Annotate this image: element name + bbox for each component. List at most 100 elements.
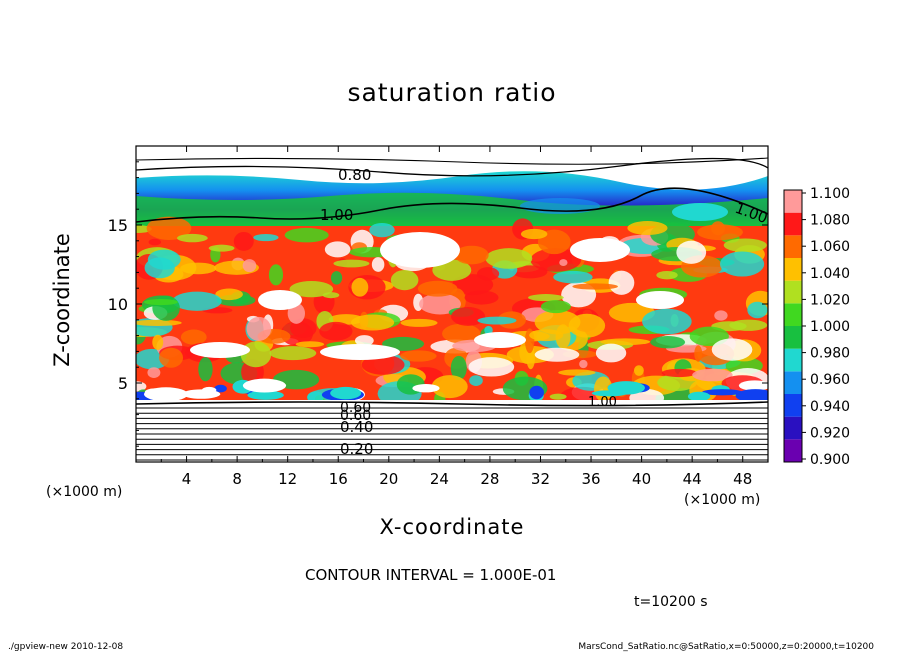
field-patch (307, 391, 325, 403)
colorbar-segment (784, 280, 802, 304)
colorbar-segment (784, 303, 802, 326)
field-patch (144, 388, 165, 397)
field-patch (371, 257, 385, 272)
field-patch (247, 390, 284, 400)
contour-label: 1.00 (320, 206, 353, 224)
field-patch (319, 321, 353, 341)
field-patch (180, 329, 207, 345)
x-tick-label: 32 (531, 470, 550, 488)
footer-left: ./gpview-new 2010-12-08 (8, 642, 124, 652)
colorbar-label: 1.020 (810, 292, 850, 308)
field-patch (361, 354, 405, 375)
colorbar-label: 1.080 (810, 213, 850, 229)
field-patch (268, 264, 284, 286)
x-axis: 4 8 12 16 20 24 28 32 36 40 44 48 (160, 146, 752, 488)
chart-title: saturation ratio (347, 78, 557, 107)
colorbar-segment (784, 416, 802, 440)
field-patch (485, 248, 533, 269)
field-patch (702, 389, 743, 396)
field-patch (284, 227, 329, 243)
field-patch (650, 335, 686, 349)
field-patch (464, 290, 499, 305)
contour-lines (135, 157, 769, 407)
field-patch (723, 238, 767, 253)
field-patch (607, 381, 645, 395)
field-patch (530, 248, 582, 272)
field-patch (735, 389, 768, 403)
field-patch (190, 342, 250, 358)
field-patch (269, 346, 317, 361)
colorbar-label: 0.940 (810, 399, 850, 415)
colorbar-segment (784, 394, 802, 417)
field-patch (215, 288, 243, 301)
field-patch (431, 375, 468, 399)
field-patch (253, 233, 279, 242)
field-patch (351, 277, 369, 297)
contour-label: 0.60 (340, 400, 371, 416)
field-patch (454, 245, 489, 265)
field-patch (558, 369, 596, 376)
time-stamp: t=10200 s (634, 594, 708, 610)
field-patch (330, 386, 362, 400)
colorbar-label: 1.000 (810, 319, 850, 335)
field-patch (177, 233, 208, 243)
field-patch (595, 343, 627, 363)
field-patch (242, 378, 287, 393)
colorbar-segment (784, 258, 802, 281)
field-patch (354, 335, 374, 347)
field-patch (159, 347, 184, 368)
colorbar-segment (784, 326, 802, 349)
field-patch (198, 357, 213, 382)
field-patch (214, 384, 227, 393)
field-patch (642, 308, 692, 335)
field-patch (540, 300, 571, 314)
colorbar-label: 1.040 (810, 266, 850, 282)
field-patch (692, 368, 733, 382)
field-patch (390, 270, 419, 291)
field-patch (295, 341, 325, 348)
field-patch (529, 329, 564, 342)
field-patch (144, 257, 175, 279)
field-patch (534, 310, 581, 335)
colorbar-segment (784, 371, 802, 394)
field-patch (570, 238, 630, 262)
field-patch (208, 244, 235, 252)
x-tick-label: 36 (581, 470, 600, 488)
field-patch (520, 228, 548, 240)
field-patch (738, 380, 768, 391)
y-axis-label: Z-coordinate (50, 233, 74, 367)
y-axis-unit: (×1000 m) (46, 484, 123, 500)
contour-interval-note: CONTOUR INTERVAL = 1.000E-01 (305, 566, 557, 584)
field-patch (477, 316, 517, 325)
colorbar-label: 0.920 (810, 425, 850, 441)
field-patch (369, 222, 395, 238)
x-axis-unit: (×1000 m) (684, 492, 761, 508)
field-patch (633, 365, 644, 376)
colorbar-label: 0.960 (810, 372, 850, 388)
field-patch (572, 283, 618, 290)
footer-right: MarsCond_SatRatio.nc@SatRatio,x=0:50000,… (578, 642, 874, 652)
field-patch (240, 341, 272, 368)
field-patch (289, 280, 334, 298)
lower-contour-strata (136, 407, 768, 461)
field-patch (636, 291, 684, 309)
contour-label: 0.80 (338, 166, 371, 184)
field-patch (419, 293, 461, 315)
colorbar-label: 1.100 (810, 186, 850, 202)
x-axis-label: X-coordinate (379, 515, 525, 539)
field-patch (242, 259, 257, 273)
contour-label: 0.20 (340, 440, 373, 458)
field-patch (400, 350, 437, 362)
field-patch (333, 259, 370, 268)
field-patch (146, 216, 192, 240)
x-tick-label: 4 (182, 470, 192, 488)
x-tick-label: 12 (278, 470, 297, 488)
colorbar-segment (784, 212, 802, 236)
field-patch (608, 270, 635, 295)
field-patch (559, 259, 568, 266)
field-patch (553, 270, 593, 284)
colorbar-label: 1.060 (810, 239, 850, 255)
colorbar-segment (784, 235, 802, 258)
field-patch (484, 325, 493, 335)
colorbar: 0.900 0.920 0.940 0.960 0.980 1.000 1.020 1.040… (783, 186, 850, 468)
